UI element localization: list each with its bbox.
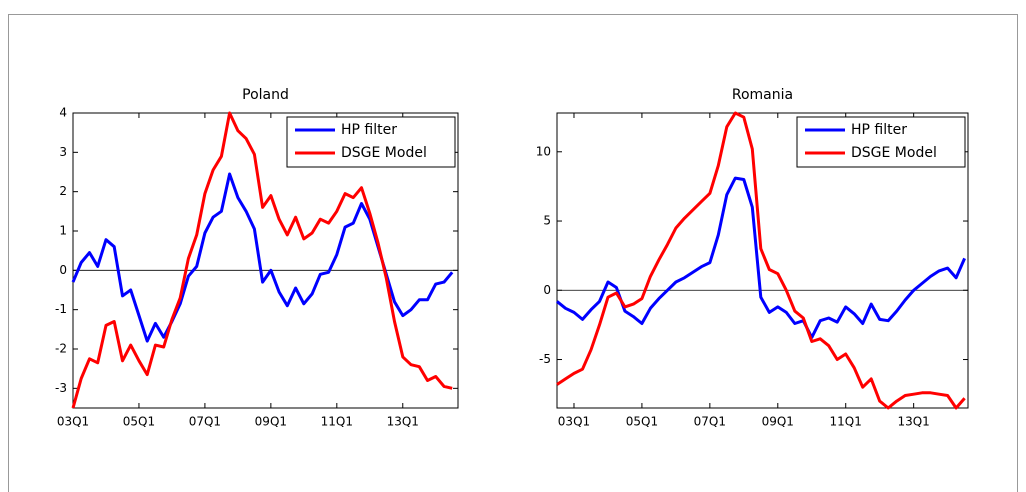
y-tick-label: -3	[55, 381, 67, 395]
chart-title: Romania	[732, 87, 793, 103]
legend-label: HP filter	[341, 122, 397, 138]
x-tick-label: 03Q1	[558, 415, 590, 429]
y-tick-label: 1	[59, 224, 67, 238]
legend-label: DSGE Model	[341, 145, 427, 161]
legend-label: DSGE Model	[851, 145, 937, 161]
x-tick-label: 05Q1	[626, 415, 658, 429]
x-tick-label: 11Q1	[830, 415, 862, 429]
y-tick-label: 2	[59, 184, 67, 198]
y-tick-label: 4	[59, 106, 67, 120]
y-tick-label: 10	[536, 144, 551, 158]
x-tick-label: 09Q1	[762, 415, 794, 429]
chart-title: Poland	[242, 87, 289, 103]
legend	[796, 116, 966, 168]
y-tick-label: 5	[543, 214, 551, 228]
x-tick-label: 07Q1	[189, 415, 221, 429]
series-line	[556, 111, 966, 410]
x-tick-label: 05Q1	[123, 415, 155, 429]
y-tick-label: -2	[55, 342, 67, 356]
series-line	[71, 111, 453, 409]
y-tick-label: 3	[59, 145, 67, 159]
x-tick-label: 09Q1	[255, 415, 287, 429]
x-tick-label: 13Q1	[897, 415, 929, 429]
series-line	[556, 176, 966, 339]
y-tick-label: -5	[539, 352, 551, 366]
frame	[8, 14, 1018, 492]
x-tick-label: 11Q1	[321, 415, 353, 429]
y-tick-label: 0	[543, 283, 551, 297]
y-tick-label: -1	[55, 302, 67, 316]
x-tick-label: 07Q1	[694, 415, 726, 429]
y-tick-label: 0	[59, 263, 67, 277]
x-tick-label: 13Q1	[387, 415, 419, 429]
legend-label: HP filter	[851, 122, 907, 138]
x-tick-label: 03Q1	[57, 415, 89, 429]
series-line	[71, 172, 454, 343]
legend	[286, 116, 456, 168]
